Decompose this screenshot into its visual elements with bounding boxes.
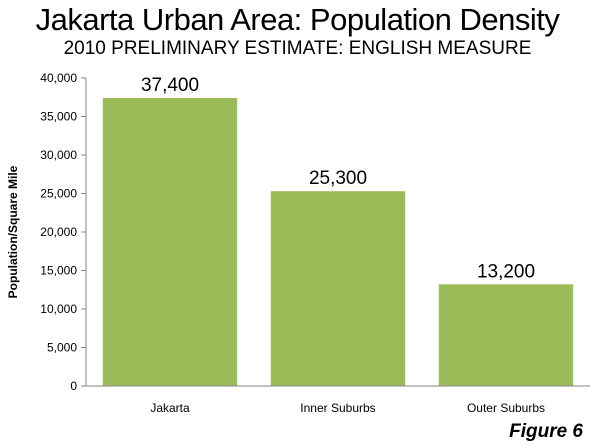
data-label: 25,300 — [309, 168, 367, 189]
data-label: 37,400 — [141, 75, 199, 96]
bar-jakarta — [102, 98, 238, 387]
y-tick-label: 0 — [70, 379, 77, 393]
y-axis-title: Population/Square Mile — [6, 165, 20, 298]
y-axis-ticks: 0 5,000 10,000 15,000 20,000 25,000 30,000 35,0… — [40, 71, 86, 393]
category-label: Jakarta — [150, 401, 190, 415]
y-tick-label: 40,000 — [40, 71, 77, 85]
chart-title: Jakarta Urban Area: Population Density — [35, 2, 560, 37]
data-label: 13,200 — [477, 261, 535, 282]
category-labels: Jakarta Inner Suburbs Outer Suburbs — [150, 401, 545, 415]
y-tick-label: 20,000 — [40, 225, 77, 239]
bars — [102, 98, 574, 387]
y-tick-label: 30,000 — [40, 148, 77, 162]
bar-inner-suburbs — [270, 191, 406, 386]
data-labels: 37,400 25,300 13,200 — [141, 75, 535, 282]
y-tick-label: 25,000 — [40, 187, 77, 201]
category-label: Inner Suburbs — [300, 401, 375, 415]
category-label: Outer Suburbs — [467, 401, 545, 415]
y-tick-label: 5,000 — [47, 341, 77, 355]
y-tick-label: 10,000 — [40, 302, 77, 316]
y-tick-label: 15,000 — [40, 264, 77, 278]
chart-subtitle: 2010 PRELIMINARY ESTIMATE: ENGLISH MEASU… — [63, 38, 532, 59]
y-tick-label: 35,000 — [40, 110, 77, 124]
figure-label: Figure 6 — [509, 421, 583, 442]
bar-outer-suburbs — [438, 284, 574, 386]
